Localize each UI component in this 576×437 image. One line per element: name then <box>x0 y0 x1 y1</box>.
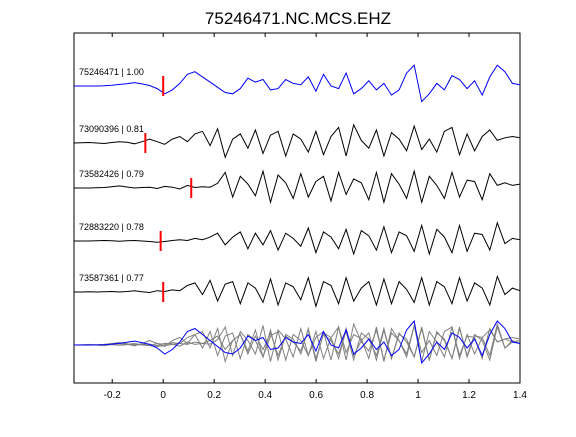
x-tick-label: 0.6 <box>309 390 323 401</box>
trace-label: 72883220 | 0.78 <box>79 222 144 232</box>
trace-1: 73090396 | 0.81 <box>73 123 521 159</box>
trace-panels: 75246471 | 1.00 73090396 | 0.81 73582426 |… <box>73 64 521 309</box>
trace-line <box>74 274 521 309</box>
trace-label: 73582426 | 0.79 <box>79 169 144 179</box>
trace-line <box>73 123 521 159</box>
overlay-trace-0 <box>74 319 521 365</box>
x-axis: -0.2 0 0.2 0.4 0.6 0.8 1 1.2 1.4 <box>104 33 527 401</box>
trace-0: 75246471 | 1.00 <box>74 64 521 103</box>
chart-title: 75246471.NC.MCS.EHZ <box>205 9 391 28</box>
trace-line <box>74 64 521 103</box>
trace-4: 73587361 | 0.77 <box>74 273 521 309</box>
x-tick-label: 1.4 <box>513 390 527 401</box>
trace-label: 73587361 | 0.77 <box>79 273 144 283</box>
overlay-trace-4 <box>74 325 521 362</box>
x-tick-label: 0.2 <box>207 390 221 401</box>
plot-frame <box>73 32 521 384</box>
trace-label: 75246471 | 1.00 <box>79 67 144 77</box>
x-tick-label: 0.8 <box>360 390 374 401</box>
x-tick-label: 1.2 <box>462 390 476 401</box>
x-tick-label: 0.4 <box>258 390 272 401</box>
x-tick-label: 1 <box>415 390 421 401</box>
trace-3: 72883220 | 0.78 <box>74 221 521 256</box>
trace-label: 73090396 | 0.81 <box>79 124 144 134</box>
trace-line <box>74 221 521 256</box>
overlay-trace-1 <box>73 322 521 364</box>
overlay-stack <box>73 319 521 365</box>
trace-2: 73582426 | 0.79 <box>74 169 521 205</box>
x-tick-label: 0 <box>160 390 166 401</box>
trace-line <box>74 169 521 205</box>
x-tick-label: -0.2 <box>104 390 122 401</box>
